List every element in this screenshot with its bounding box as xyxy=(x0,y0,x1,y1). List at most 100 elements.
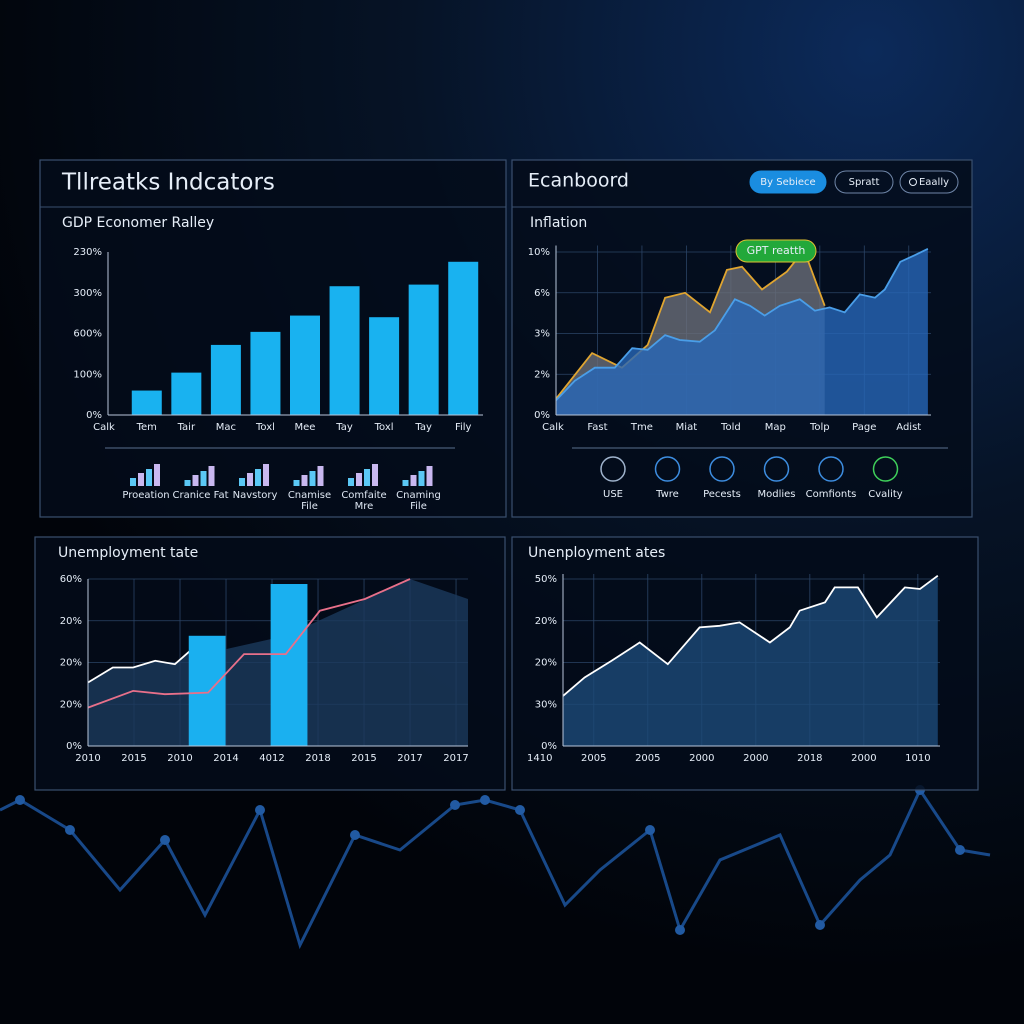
x-tick-label: Told xyxy=(720,422,741,433)
item-icon xyxy=(418,471,425,486)
y-tick-label: 6% xyxy=(534,288,550,299)
x-tick-label: Miat xyxy=(676,422,698,433)
x-tick-label: Page xyxy=(852,422,876,433)
item-label: Comfaite Mre xyxy=(341,490,387,512)
y-tick-label: 230% xyxy=(73,247,102,258)
bar xyxy=(290,315,320,415)
bar xyxy=(131,390,162,415)
button-label[interactable]: Eaally xyxy=(919,177,949,188)
y-tick-label: 20% xyxy=(535,658,557,669)
chart-title: GDP Economer Ralley xyxy=(62,215,214,231)
item-icon xyxy=(192,475,199,486)
x-tick-label: 4012 xyxy=(259,753,284,764)
item-icon xyxy=(426,466,433,486)
tool-label: Cvality xyxy=(868,489,903,500)
x-tick-label: 2017 xyxy=(443,753,468,764)
y-tick-label: 20% xyxy=(60,658,82,669)
x-axis-label: Calk xyxy=(93,422,115,433)
tool-label: USE xyxy=(603,489,623,500)
bar xyxy=(250,331,281,415)
bar xyxy=(270,584,308,746)
x-tick-label: 2014 xyxy=(213,753,238,764)
bar xyxy=(210,344,241,415)
x-tick-label: 2010 xyxy=(167,753,192,764)
chart-title: Unemployment tate xyxy=(58,545,198,561)
area xyxy=(556,248,928,415)
item-label: Proeation xyxy=(122,490,170,501)
annotation-pill xyxy=(735,239,817,263)
tool-icon xyxy=(872,456,899,482)
tool-icon xyxy=(818,456,844,482)
x-tick-label: Tair xyxy=(177,422,196,433)
line xyxy=(87,578,411,709)
button-label[interactable]: By Sebiece xyxy=(760,177,815,188)
x-tick-label: Mee xyxy=(295,422,316,433)
button[interactable] xyxy=(749,170,827,194)
item-icon xyxy=(402,480,409,486)
item-icon xyxy=(130,478,136,486)
item-label: Navstory xyxy=(232,490,278,501)
bar xyxy=(329,286,360,415)
item-label: Cnaming File xyxy=(396,490,441,512)
item-icon xyxy=(410,475,417,486)
chart-title: Unenployment ates xyxy=(528,545,665,561)
item-icon xyxy=(208,466,215,486)
button[interactable] xyxy=(899,170,959,194)
bar xyxy=(408,284,439,415)
y-tick-label: 10% xyxy=(528,247,550,258)
x-tick-label: Fily xyxy=(455,422,472,433)
item-icon xyxy=(356,473,362,486)
tool-icon xyxy=(654,456,681,482)
button[interactable] xyxy=(834,170,894,194)
item-label: Cranice Fat xyxy=(172,490,229,501)
y-tick-label: 0% xyxy=(66,741,82,752)
y-tick-label: 60% xyxy=(60,574,82,585)
x-tick-label: Adist xyxy=(896,422,921,433)
y-tick-label: 50% xyxy=(535,574,557,585)
item-icon xyxy=(239,478,245,486)
tool-icon xyxy=(709,456,735,482)
x-tick-label: 1410 xyxy=(527,753,552,764)
x-tick-label: 2000 xyxy=(743,753,768,764)
item-icon xyxy=(372,464,378,486)
item-icon xyxy=(317,466,324,486)
area-line xyxy=(555,247,929,401)
x-tick-label: Toxl xyxy=(374,422,394,433)
y-tick-label: 100% xyxy=(73,369,102,380)
y-tick-label: 0% xyxy=(541,741,557,752)
item-icon xyxy=(138,473,144,486)
area-line xyxy=(562,574,939,697)
x-tick-label: 2015 xyxy=(351,753,376,764)
tool-label: Modlies xyxy=(757,489,795,500)
button-label[interactable]: Spratt xyxy=(849,177,880,188)
x-tick-label: Tem xyxy=(136,422,157,433)
x-tick-label: Tolp xyxy=(809,422,830,433)
y-tick-label: 30% xyxy=(535,699,557,710)
item-icon xyxy=(348,478,354,486)
y-tick-label: 0% xyxy=(534,410,550,421)
x-tick-label: 2005 xyxy=(635,753,660,764)
tool-label: Twre xyxy=(655,489,679,500)
y-tick-label: 2% xyxy=(534,369,550,380)
item-icon xyxy=(364,469,370,486)
x-tick-label: Tay xyxy=(335,422,353,433)
tool-label: Comfionts xyxy=(806,489,857,500)
item-icon xyxy=(184,480,191,486)
y-tick-label: 300% xyxy=(73,288,102,299)
x-tick-label: 2018 xyxy=(797,753,822,764)
panel-title: Tllreatks Indcators xyxy=(61,170,275,196)
y-tick-label: 20% xyxy=(60,616,82,627)
y-tick-label: 20% xyxy=(60,699,82,710)
x-tick-label: 1010 xyxy=(905,753,930,764)
x-tick-label: Toxl xyxy=(255,422,275,433)
item-icon xyxy=(200,471,207,486)
item-icon xyxy=(247,473,253,486)
x-tick-label: 2010 xyxy=(75,753,100,764)
x-tick-label: Mac xyxy=(216,422,236,433)
item-label: Cnamise File xyxy=(287,490,332,512)
item-icon xyxy=(293,480,300,486)
y-tick-label: 600% xyxy=(73,329,102,340)
item-icon xyxy=(154,464,160,486)
